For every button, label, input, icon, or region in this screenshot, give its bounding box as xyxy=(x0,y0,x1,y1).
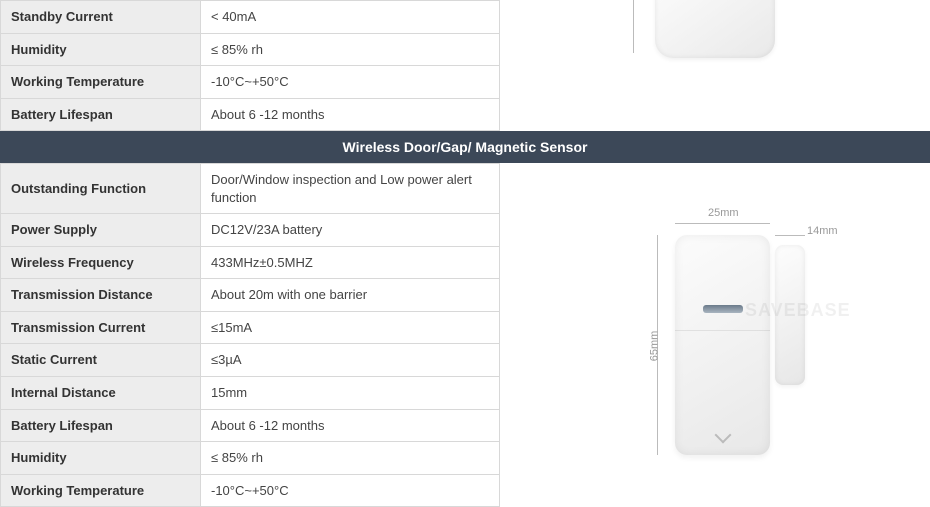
spec-label: Working Temperature xyxy=(1,66,201,99)
top-section: Standby Current< 40mAHumidity≤ 85% rhWor… xyxy=(0,0,930,131)
spec-value: About 6 -12 months xyxy=(201,409,500,442)
spec-label: Humidity xyxy=(1,33,201,66)
table-row: Humidity≤ 85% rh xyxy=(1,442,500,475)
spec-label: Transmission Current xyxy=(1,311,201,344)
spec-value: ≤3µA xyxy=(201,344,500,377)
top-image-col xyxy=(500,0,930,131)
spec-label: Humidity xyxy=(1,442,201,475)
top-table-col: Standby Current< 40mAHumidity≤ 85% rhWor… xyxy=(0,0,500,131)
table-row: Transmission DistanceAbout 20m with one … xyxy=(1,279,500,312)
spec-label: Battery Lifespan xyxy=(1,409,201,442)
dim-width-main: 25mm xyxy=(708,207,739,219)
spec-label: Outstanding Function xyxy=(1,164,201,214)
dim-height: 65mm xyxy=(648,331,660,362)
spec-label: Transmission Distance xyxy=(1,279,201,312)
spec-label: Wireless Frequency xyxy=(1,246,201,279)
spec-label: Battery Lifespan xyxy=(1,98,201,131)
chevron-down-icon xyxy=(717,429,729,441)
spec-value: About 6 -12 months xyxy=(201,98,500,131)
top-spec-table: Standby Current< 40mAHumidity≤ 85% rhWor… xyxy=(0,0,500,131)
spec-value: Door/Window inspection and Low power ale… xyxy=(201,164,500,214)
spec-value: < 40mA xyxy=(201,1,500,34)
table-row: Standby Current< 40mA xyxy=(1,1,500,34)
spec-value: 433MHz±0.5MHZ xyxy=(201,246,500,279)
spec-label: Standby Current xyxy=(1,1,201,34)
section-header: Wireless Door/Gap/ Magnetic Sensor xyxy=(0,131,930,163)
spec-label: Working Temperature xyxy=(1,474,201,507)
door-sensor-image: 25mm 14mm 65mm SAVEBASE xyxy=(635,205,835,465)
spec-value: DC12V/23A battery xyxy=(201,214,500,247)
table-row: Outstanding FunctionDoor/Window inspecti… xyxy=(1,164,500,214)
dim-width-mag: 14mm xyxy=(807,225,838,237)
table-row: Working Temperature-10°C~+50°C xyxy=(1,66,500,99)
table-row: Transmission Current≤15mA xyxy=(1,311,500,344)
table-row: Working Temperature-10°C~+50°C xyxy=(1,474,500,507)
table-row: Humidity≤ 85% rh xyxy=(1,33,500,66)
pir-sensor-image xyxy=(645,8,785,73)
spec-value: -10°C~+50°C xyxy=(201,66,500,99)
spec-value: -10°C~+50°C xyxy=(201,474,500,507)
spec-label: Internal Distance xyxy=(1,377,201,410)
door-sensor-spec-table: Outstanding FunctionDoor/Window inspecti… xyxy=(0,163,500,507)
table-row: Internal Distance15mm xyxy=(1,377,500,410)
table-row: Power SupplyDC12V/23A battery xyxy=(1,214,500,247)
bottom-table-col: Outstanding FunctionDoor/Window inspecti… xyxy=(0,163,500,507)
table-row: Battery LifespanAbout 6 -12 months xyxy=(1,409,500,442)
table-row: Battery LifespanAbout 6 -12 months xyxy=(1,98,500,131)
door-sensor-image-col: 25mm 14mm 65mm SAVEBASE xyxy=(500,163,930,507)
spec-label: Static Current xyxy=(1,344,201,377)
spec-value: ≤15mA xyxy=(201,311,500,344)
spec-value: ≤ 85% rh xyxy=(201,442,500,475)
spec-value: ≤ 85% rh xyxy=(201,33,500,66)
spec-label: Power Supply xyxy=(1,214,201,247)
spec-value: About 20m with one barrier xyxy=(201,279,500,312)
table-row: Wireless Frequency433MHz±0.5MHZ xyxy=(1,246,500,279)
bottom-section: Outstanding FunctionDoor/Window inspecti… xyxy=(0,163,930,507)
spec-value: 15mm xyxy=(201,377,500,410)
table-row: Static Current≤3µA xyxy=(1,344,500,377)
